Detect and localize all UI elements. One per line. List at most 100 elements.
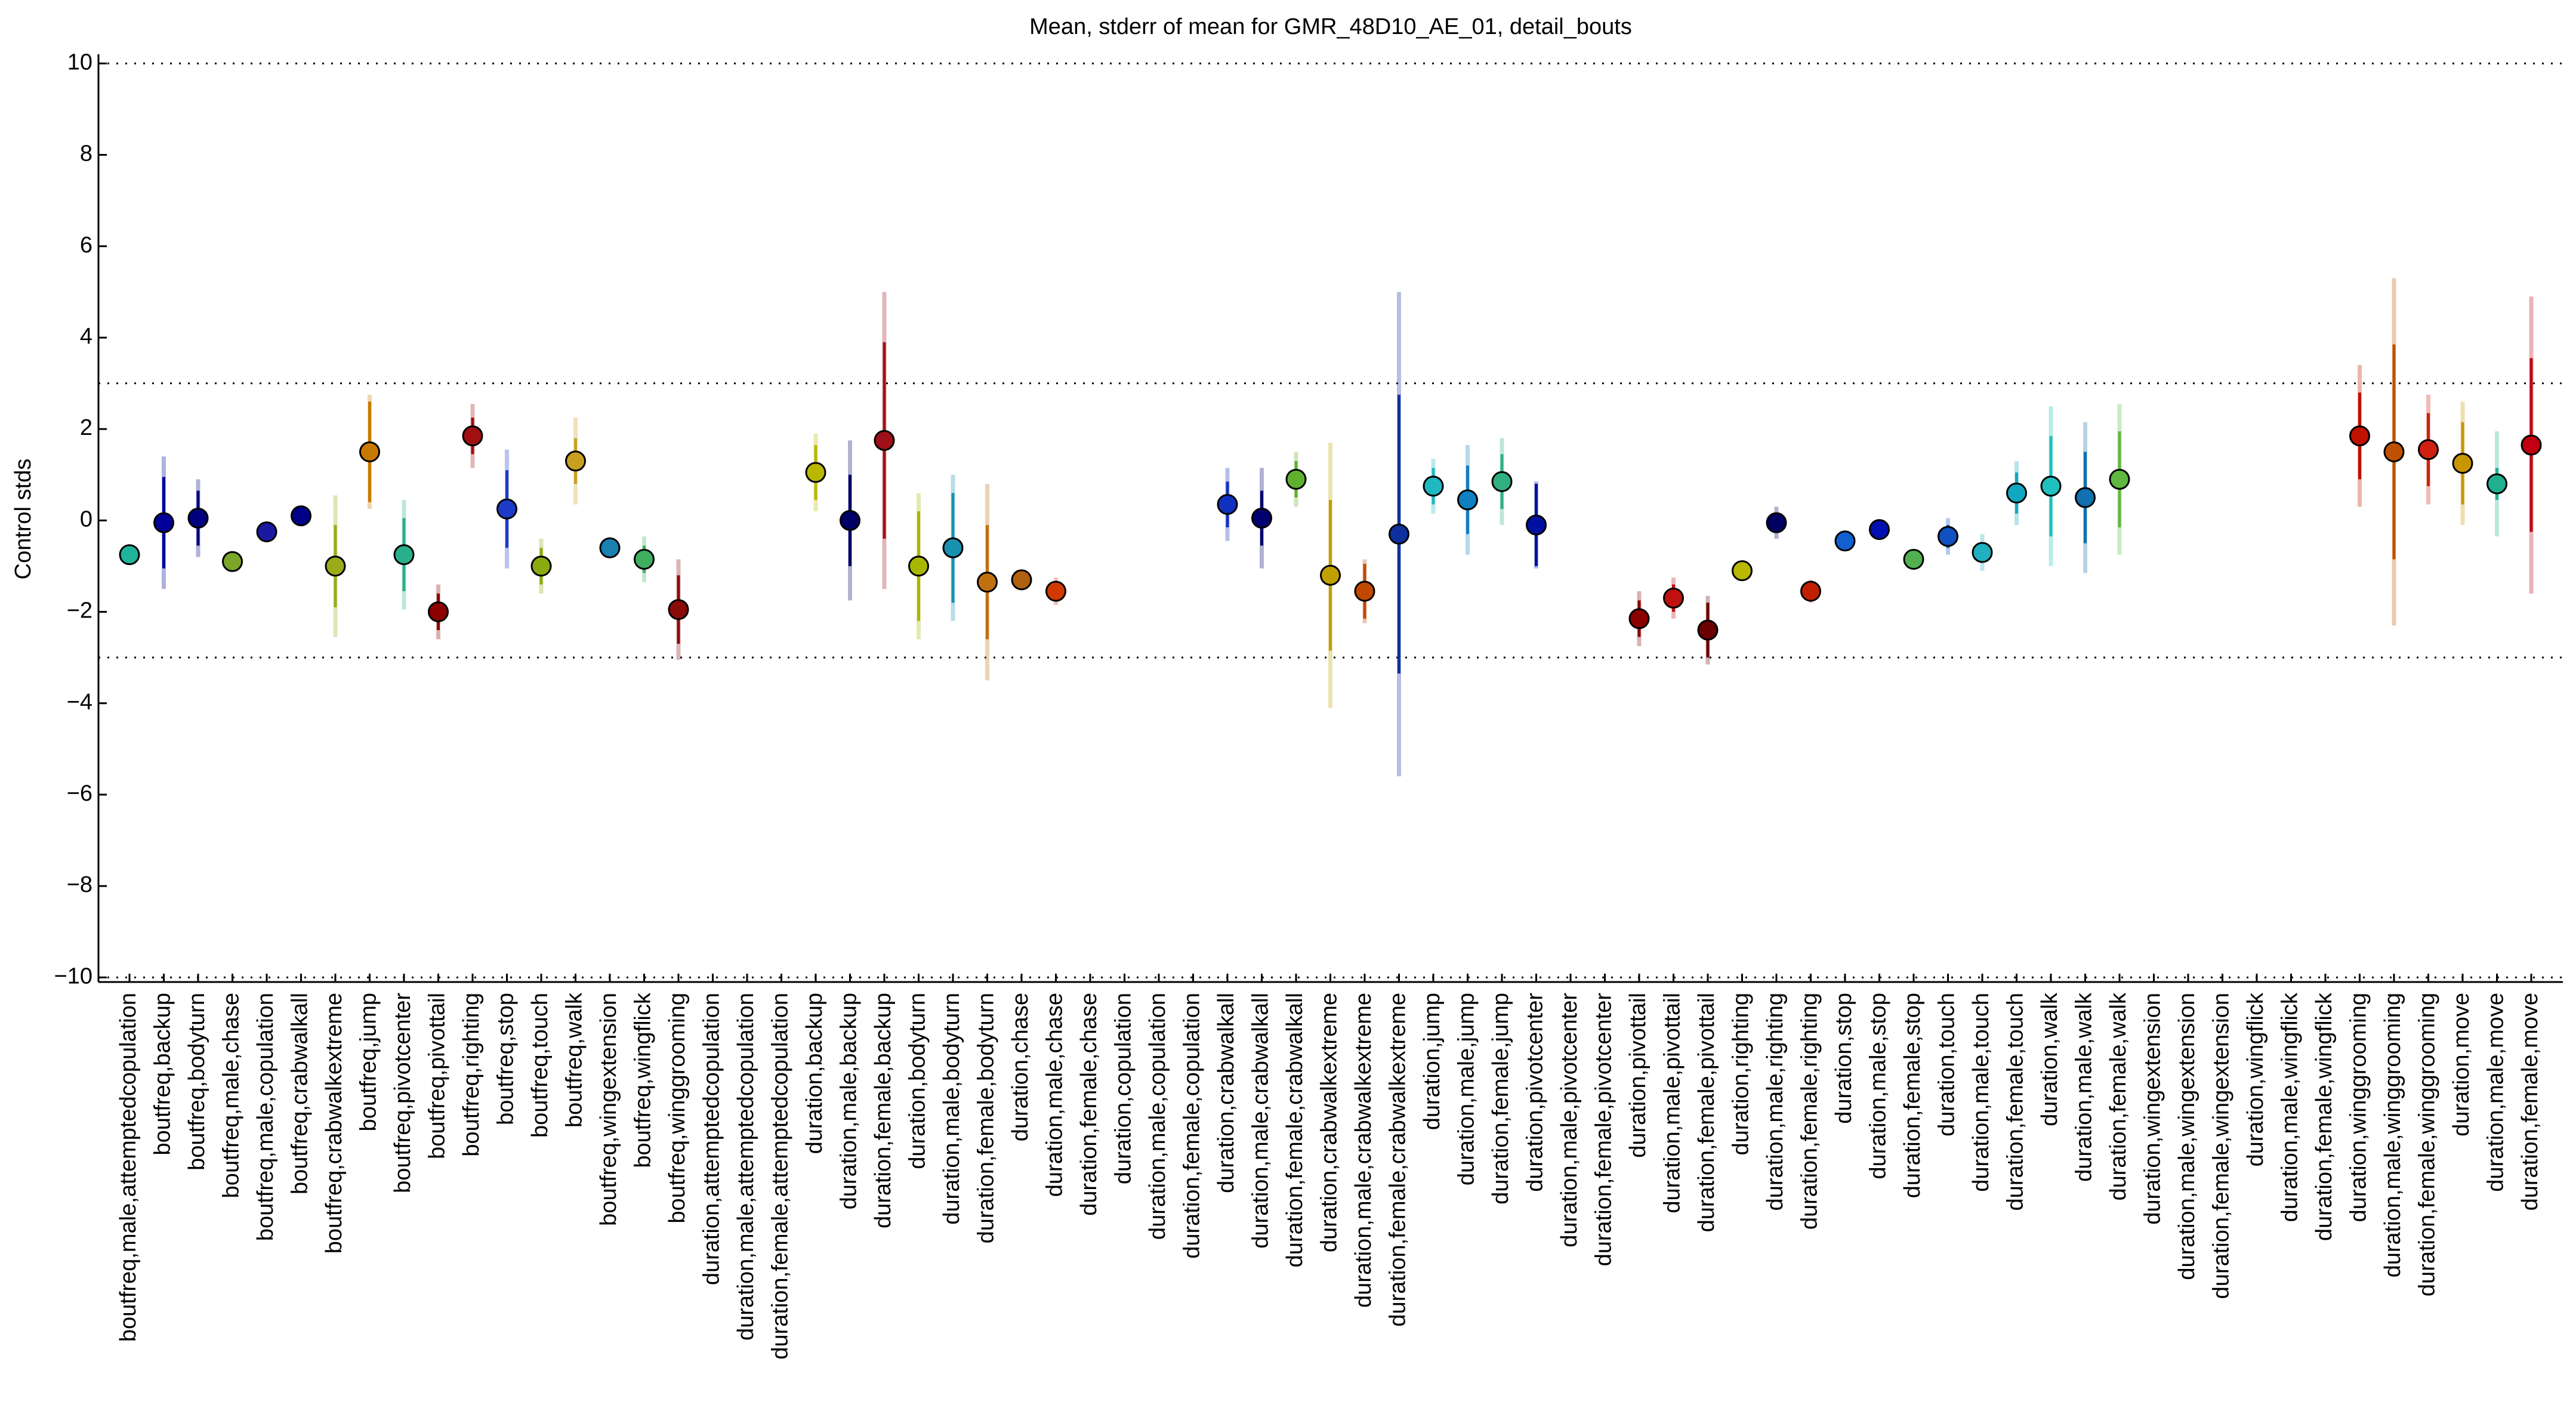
- mean-marker: [530, 555, 552, 577]
- x-tick-label: duration,stop: [1831, 993, 1856, 1124]
- x-tick-label: duration,attemptedcopulation: [699, 993, 724, 1285]
- mean-marker: [2109, 468, 2130, 490]
- mean-marker: [1251, 508, 1272, 529]
- x-tick-label: duration,male,copulation: [1145, 993, 1170, 1240]
- mean-marker: [325, 555, 346, 577]
- mean-marker: [908, 555, 929, 577]
- mean-marker: [1732, 560, 1753, 582]
- mean-marker: [359, 441, 380, 462]
- mean-marker: [1389, 523, 1409, 545]
- mean-marker: [942, 537, 964, 558]
- mean-marker: [840, 509, 860, 531]
- mean-marker: [1834, 530, 1856, 552]
- x-tick-label: duration,male,jump: [1454, 993, 1479, 1185]
- mean-marker: [2521, 434, 2542, 456]
- mean-marker: [496, 498, 517, 520]
- mean-marker: [599, 537, 621, 558]
- mean-marker: [428, 601, 449, 623]
- y-tick-label: −8: [67, 872, 92, 897]
- mean-marker: [1217, 494, 1238, 515]
- y-tick-label: 4: [80, 324, 92, 349]
- x-tick-label: duration,walk: [2037, 992, 2062, 1126]
- x-tick-label: duration,female,wingextension: [2209, 993, 2234, 1299]
- mean-marker: [1972, 542, 1993, 563]
- x-tick-label: duration,chase: [1008, 993, 1033, 1141]
- x-tick-label: duration,female,walk: [2106, 992, 2131, 1201]
- x-tick-label: boutfreq,touch: [527, 993, 553, 1138]
- x-tick-label: duration,backup: [802, 993, 827, 1154]
- x-tick-label: boutfreq,crabwalkall: [288, 993, 313, 1194]
- x-tick-label: boutfreq,male,attemptedcopulation: [116, 993, 141, 1342]
- x-tick-label: boutfreq,wingflick: [631, 992, 656, 1168]
- mean-marker: [1800, 580, 1821, 602]
- y-tick-label: −10: [54, 964, 92, 989]
- mean-marker: [1354, 580, 1375, 602]
- mean-marker: [668, 599, 689, 620]
- mean-marker: [805, 462, 826, 483]
- x-tick-label: duration,female,pivottail: [1694, 993, 1719, 1232]
- x-tick-label: duration,female,pivotcenter: [1591, 993, 1616, 1267]
- x-tick-label: duration,male,chase: [1042, 993, 1068, 1197]
- mean-marker: [1011, 569, 1032, 591]
- mean-marker: [256, 521, 277, 542]
- x-tick-label: duration,female,backup: [871, 993, 896, 1228]
- mean-marker: [1423, 475, 1444, 497]
- x-tick-label: boutfreq,stop: [493, 993, 519, 1125]
- mean-marker: [2040, 475, 2062, 497]
- y-tick-label: 10: [67, 50, 92, 75]
- y-tick-label: −2: [67, 598, 92, 623]
- x-tick-label: duration,female,righting: [1797, 993, 1822, 1230]
- x-tick-label: duration,female,copulation: [1180, 993, 1205, 1259]
- x-tick-label: duration,female,wingflick: [2312, 992, 2337, 1241]
- mean-marker: [222, 551, 243, 572]
- x-tick-label: duration,wingflick: [2243, 992, 2268, 1166]
- mean-marker: [2418, 439, 2439, 461]
- mean-marker: [187, 508, 209, 529]
- x-tick-label: duration,copulation: [1111, 993, 1136, 1184]
- x-tick-label: duration,touch: [1935, 993, 1960, 1137]
- mean-marker: [2452, 453, 2473, 474]
- x-tick-label: duration,female,move: [2518, 993, 2543, 1211]
- y-axis-label: Control stds: [11, 459, 36, 580]
- mean-marker: [2349, 425, 2370, 447]
- x-tick-label: duration,pivottail: [1625, 993, 1651, 1158]
- x-tick-label: duration,male,touch: [1969, 993, 1994, 1192]
- x-tick-label: duration,male,bodyturn: [939, 993, 964, 1225]
- mean-marker: [2486, 473, 2507, 495]
- x-tick-label: duration,female,stop: [1900, 993, 1925, 1198]
- x-tick-label: boutfreq,male,chase: [219, 993, 244, 1198]
- x-tick-label: duration,female,jump: [1488, 993, 1513, 1205]
- x-tick-label: boutfreq,crabwalkextreme: [322, 993, 347, 1253]
- x-tick-label: duration,pivotcenter: [1523, 993, 1548, 1192]
- mean-marker: [1320, 564, 1341, 586]
- y-tick-label: 2: [80, 415, 92, 440]
- mean-marker: [2006, 482, 2027, 504]
- mean-marker: [1938, 526, 1958, 547]
- y-tick-label: −4: [67, 690, 92, 715]
- x-tick-label: duration,male,pivotcenter: [1557, 993, 1582, 1247]
- mean-marker: [1869, 519, 1890, 541]
- x-tick-label: duration,bodyturn: [905, 993, 930, 1169]
- mean-marker: [1457, 489, 1478, 511]
- mean-marker: [291, 505, 311, 527]
- x-tick-label: duration,male,stop: [1866, 993, 1891, 1179]
- y-tick-label: 0: [80, 507, 92, 532]
- mean-marker: [1628, 608, 1650, 629]
- mean-marker: [1697, 619, 1719, 641]
- mean-marker: [1526, 514, 1547, 536]
- x-tick-label: duration,male,pivottail: [1660, 993, 1685, 1213]
- x-tick-label: duration,female,crabwalkall: [1282, 993, 1307, 1267]
- x-tick-label: duration,female,winggrooming: [2415, 993, 2440, 1296]
- mean-marker: [1903, 548, 1924, 570]
- x-tick-label: duration,move: [2449, 993, 2474, 1137]
- x-tick-label: boutfreq,pivottail: [425, 993, 450, 1159]
- x-tick-label: duration,female,touch: [2003, 993, 2028, 1211]
- mean-marker: [1045, 580, 1066, 602]
- mean-marker: [2075, 487, 2096, 508]
- y-tick-label: 6: [80, 233, 92, 258]
- mean-marker: [565, 450, 586, 472]
- x-tick-label: duration,male,walk: [2072, 992, 2097, 1182]
- chart-title: Mean, stderr of mean for GMR_48D10_AE_01…: [1029, 14, 1632, 39]
- x-tick-label: duration,female,attemptedcopulation: [768, 993, 793, 1360]
